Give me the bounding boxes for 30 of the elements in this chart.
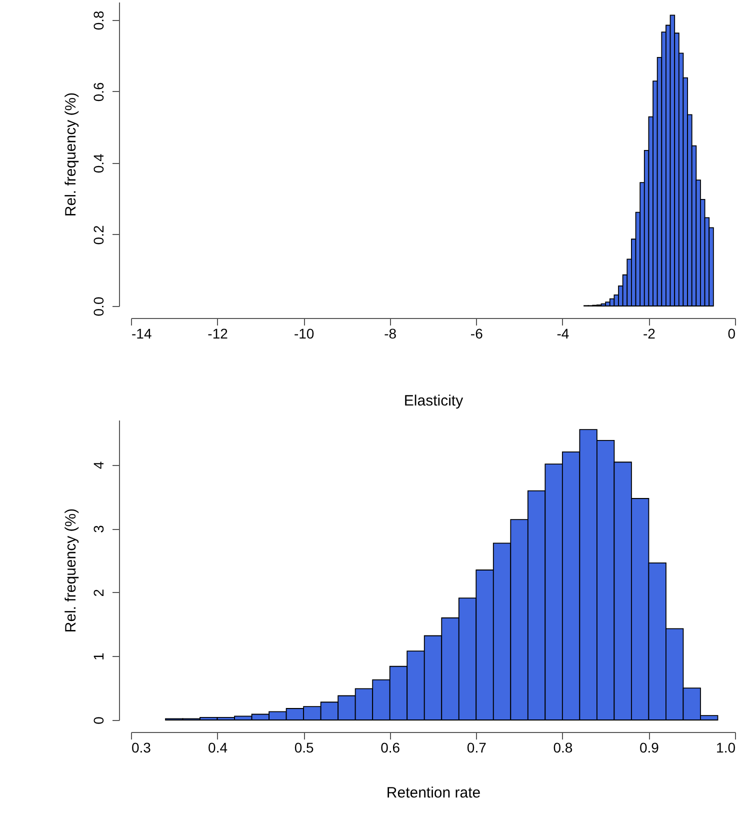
x-tick-label: 0	[728, 326, 736, 342]
y-tick-label: 1	[90, 652, 106, 661]
x-tick-label: 1.0	[716, 740, 736, 756]
x-tick-label: -2	[642, 326, 656, 342]
x-tick-label: 0.4	[208, 740, 228, 756]
x-tick-label: -6	[470, 326, 484, 342]
x-tick-label: -14	[132, 326, 152, 342]
x-tick-label: -8	[384, 326, 397, 342]
y-tick-label: 0.6	[90, 82, 106, 102]
x-tick-label: 0.5	[294, 740, 314, 756]
y-tick-label: 4	[90, 461, 106, 470]
x-tick-label: -4	[556, 326, 570, 342]
x-axis-title: Elasticity	[404, 392, 464, 410]
x-tick-label: 0.6	[380, 740, 400, 756]
y-tick-label: 0.2	[90, 225, 106, 245]
x-tick-label: 0.9	[639, 740, 660, 756]
y-tick-label: 3	[90, 524, 106, 533]
y-tick-label: 0.8	[90, 10, 106, 30]
x-axis-title: Retention rate	[386, 784, 481, 802]
x-tick-label: -12	[208, 326, 228, 342]
y-tick-label: 0.0	[90, 296, 106, 316]
y-tick-label: 2	[90, 588, 106, 597]
x-tick-label: 0.8	[553, 740, 573, 756]
x-tick-label: 0.3	[132, 740, 152, 756]
y-tick-label: 0	[90, 716, 106, 724]
x-tick-label: 0.7	[466, 740, 487, 756]
y-axis-title: Rel. frequency (%)	[62, 92, 80, 217]
y-tick-label: 0.4	[90, 154, 106, 174]
y-axis-title: Rel. frequency (%)	[62, 508, 80, 633]
x-tick-label: -10	[294, 326, 314, 342]
